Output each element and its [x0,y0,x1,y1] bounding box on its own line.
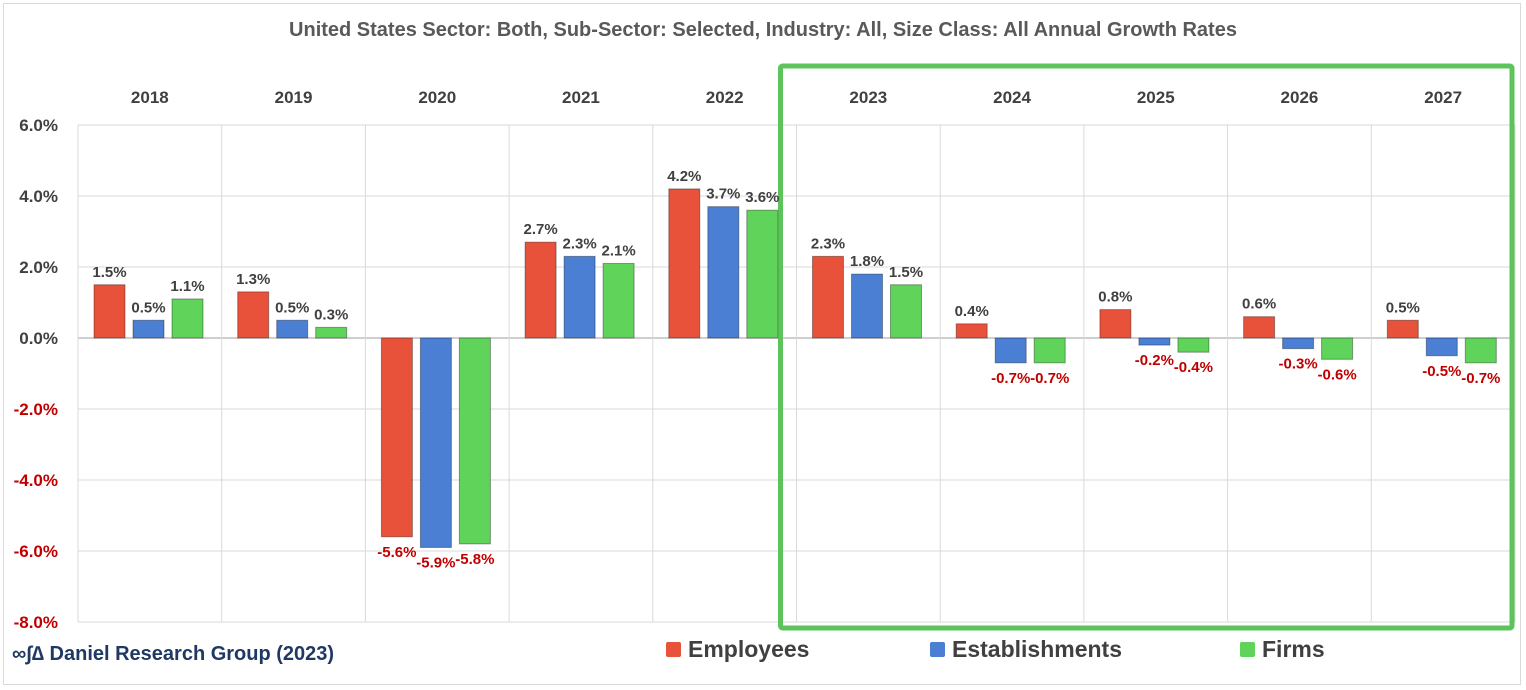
legend: Employees Establishments Firms [0,636,1526,670]
legend-label-firms: Firms [1262,636,1325,662]
bar-establishments [851,273,883,339]
chart-frame [3,3,1521,685]
legend-swatch-establishments [930,642,945,657]
bar-employees [524,241,557,339]
y-tick-label: -4.0% [14,471,58,490]
bar-employees [1386,319,1419,339]
data-label: 0.4% [955,303,989,320]
data-label: 4.2% [667,168,701,185]
year-label: 2027 [1424,88,1462,107]
bar-firms [746,209,779,339]
legend-swatch-employees [666,642,681,657]
data-label: 2.3% [562,235,596,252]
bar-establishments [419,337,452,548]
legend-label-establishments: Establishments [952,636,1122,662]
data-label: -0.7% [1461,370,1500,387]
year-label: 2019 [275,88,313,107]
data-label: 0.5% [275,299,309,316]
chart-title: United States Sector: Both, Sub-Sector: … [289,19,1237,41]
legend-swatch-firms [1240,642,1255,657]
data-label: 0.5% [131,299,165,316]
legend-label-employees: Employees [688,636,810,662]
data-label: 0.5% [1386,299,1420,316]
data-label: 0.3% [314,306,348,323]
data-label: 3.6% [745,189,779,206]
y-tick-label: -8.0% [14,613,58,632]
data-label: -0.7% [1030,370,1069,387]
bar-firms [1033,337,1066,364]
data-label: 1.8% [850,253,884,270]
bar-establishments [707,206,740,339]
bar-firms [1464,337,1497,364]
y-tick-label: 2.0% [19,258,58,277]
bar-establishments [994,337,1027,364]
y-tick-label: 6.0% [19,116,58,135]
bar-firms [171,298,204,339]
bars-layer [93,188,1497,548]
bar-firms [1321,337,1354,360]
data-label: -5.8% [455,551,494,568]
grid-layer [77,124,1516,623]
bar-employees [1099,309,1132,339]
year-label: 2023 [849,88,887,107]
data-label: -5.6% [377,544,416,561]
year-label: 2025 [1137,88,1175,107]
bar-firms [602,262,635,339]
bar-employees [380,337,413,538]
year-label: 2020 [418,88,456,107]
bar-firms [890,284,922,339]
data-label: -0.7% [991,370,1030,387]
legend-item-establishments: Establishments [930,636,1122,663]
year-label: 2022 [706,88,744,107]
data-label: 1.5% [889,264,923,281]
data-label: 0.8% [1098,289,1132,306]
data-label: 3.7% [706,186,740,203]
bar-firms [458,337,491,545]
bar-employees [812,255,844,339]
bar-establishments [1282,337,1315,350]
brand-signature: ∞∫∆ Daniel Research Group (2023) [12,643,335,665]
data-label: 2.1% [601,242,635,259]
bar-establishments [1138,337,1171,346]
bar-employees [955,323,988,339]
bar-establishments [132,319,165,339]
data-label: -0.4% [1174,359,1213,376]
data-label: -0.2% [1135,352,1174,369]
bar-establishments [1425,337,1458,357]
data-label: 1.1% [170,278,204,295]
highlight-layer [778,63,1515,631]
year-label: 2024 [993,88,1031,107]
year-label: 2026 [1281,88,1319,107]
y-tick-label: 0.0% [19,329,58,348]
bar-employees [668,188,701,339]
bar-employees [237,291,270,339]
labels-layer: -8.0% -6.0% -4.0% -2.0% 0.0% 2.0% 4.0% 6.0% 2018… [14,88,1501,632]
data-label: -0.5% [1422,363,1461,380]
year-label: 2021 [562,88,600,107]
legend-item-employees: Employees [666,636,809,663]
data-label: -0.6% [1318,366,1357,383]
bar-employees [93,284,126,339]
data-label: -5.9% [416,554,455,571]
data-label: 0.6% [1242,296,1276,313]
y-tick-label: -2.0% [14,400,58,419]
year-label: 2018 [131,88,169,107]
highlight-box [778,63,1515,631]
bar-establishments [276,319,309,339]
data-label: -0.3% [1279,356,1318,373]
data-label: 1.5% [92,264,126,281]
bar-firms [1177,337,1210,353]
bar-establishments [563,255,596,339]
data-label: 2.7% [523,221,557,238]
y-tick-label: 4.0% [19,187,58,206]
y-tick-label: -6.0% [14,542,58,561]
bar-firms [315,326,348,339]
bar-employees [1243,316,1276,339]
data-label: 1.3% [236,271,270,288]
legend-item-firms: Firms [1240,636,1325,663]
data-label: 2.3% [811,235,845,252]
